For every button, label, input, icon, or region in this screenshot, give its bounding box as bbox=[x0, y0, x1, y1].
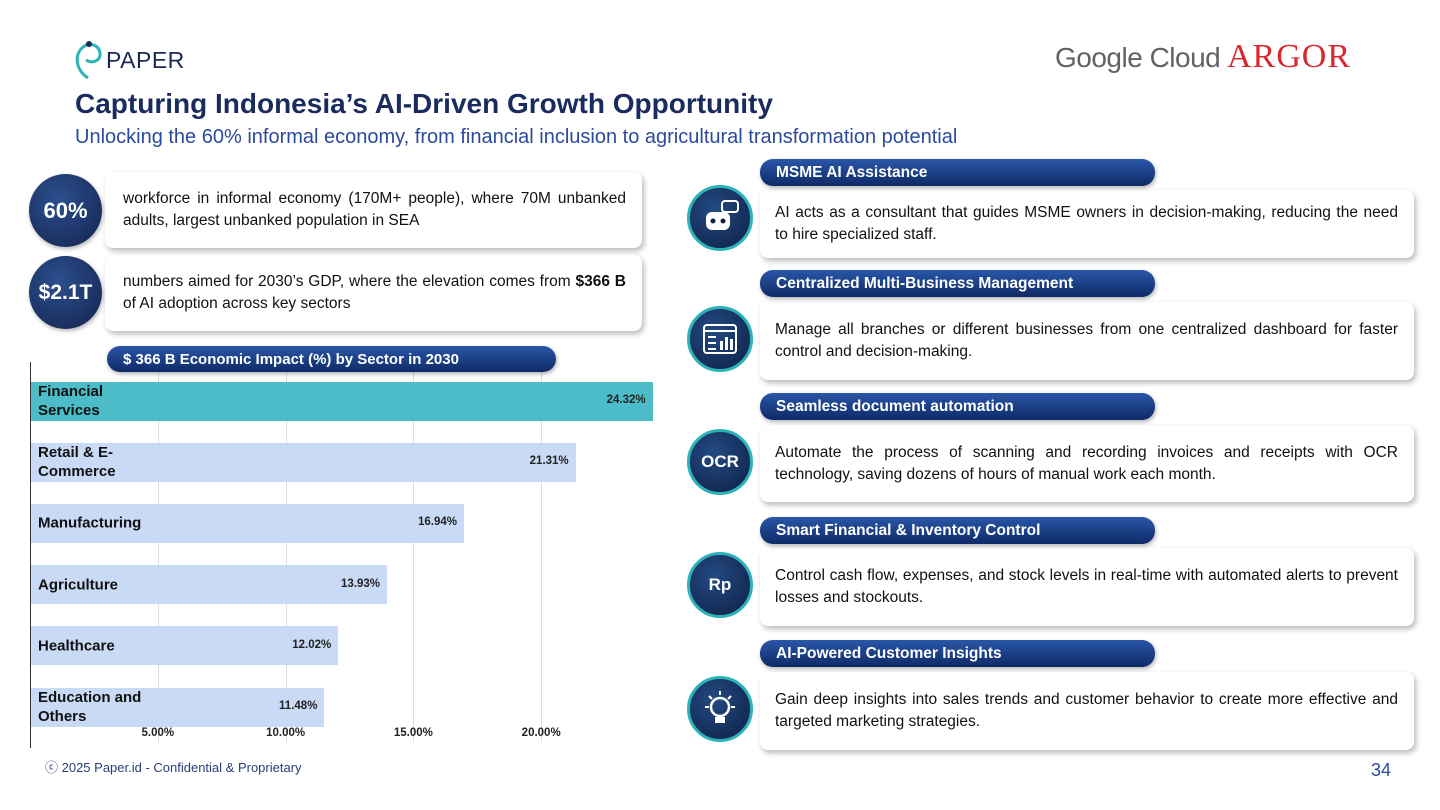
feature-card: Manage all branches or different busines… bbox=[760, 302, 1414, 380]
value-label: 24.32% bbox=[606, 394, 646, 406]
subtitle: Unlocking the 60% informal economy, from… bbox=[75, 126, 958, 148]
stat-card: numbers aimed for 2030’s GDP, where the … bbox=[105, 255, 642, 331]
footer: ⓒ 2025 Paper.id - Confidential & Proprie… bbox=[45, 760, 302, 775]
stat-text: workforce in informal economy (170M+ peo… bbox=[123, 190, 626, 229]
feature-card: Gain deep insights into sales trends and… bbox=[760, 672, 1414, 750]
feature-icon: Rp bbox=[687, 552, 753, 618]
page-number: 34 bbox=[1371, 760, 1392, 780]
grid-line bbox=[413, 362, 415, 742]
feature-text: Gain deep insights into sales trends and… bbox=[775, 691, 1398, 730]
bar bbox=[31, 503, 464, 543]
feature-icon bbox=[687, 676, 753, 742]
value-label: 21.31% bbox=[529, 455, 569, 468]
stat-card: workforce in informal economy (170M+ peo… bbox=[105, 172, 642, 248]
text: numbers aimed for 2030’s GDP, where the … bbox=[123, 273, 576, 290]
feature-text: Control cash flow, expenses, and stock l… bbox=[775, 567, 1398, 606]
value-label: 11.48% bbox=[279, 700, 318, 712]
chart: 5.00% 10.00% 15.00% 20.00% 24.32% Financial S… bbox=[0, 0, 700, 760]
feature-text: Manage all branches or different busines… bbox=[775, 321, 1398, 360]
value-label: 12.02% bbox=[292, 638, 332, 651]
partner-logo: Google Cloud bbox=[1055, 42, 1221, 73]
category-label: Manufacturing bbox=[38, 514, 142, 532]
logo-mark bbox=[75, 41, 102, 80]
feature-heading: Smart Financial & Inventory Control bbox=[760, 517, 1155, 544]
feature-text: Automate the process of scanning and rec… bbox=[775, 443, 1398, 483]
category-label: Financial Services bbox=[38, 383, 104, 419]
category-label: Healthcare bbox=[38, 637, 115, 655]
value-label: 16.94% bbox=[417, 516, 457, 529]
feature-heading: AI-Powered Customer Insights bbox=[760, 640, 1155, 667]
bar bbox=[31, 442, 576, 482]
feature-card: AI acts as a consultant that guides MSME… bbox=[760, 190, 1414, 258]
feature-heading: Centralized Multi-Business Management bbox=[760, 270, 1155, 297]
feature-icon: OCR bbox=[687, 428, 753, 495]
chart-title: $ 366 B Economic Impact (%) by Sector in… bbox=[107, 346, 556, 372]
feature-heading: MSME AI Assistance bbox=[760, 159, 1155, 186]
axis-line bbox=[30, 362, 31, 748]
x-tick-label: 10.00% bbox=[266, 727, 306, 739]
feature-text: AI acts as a consultant that guides MSME… bbox=[775, 204, 1398, 243]
category-label: Retail & E-Commerce bbox=[38, 444, 116, 481]
x-tick-label: 15.00% bbox=[393, 727, 433, 739]
stat-text: numbers aimed for 2030’s GDP, where the … bbox=[123, 271, 626, 315]
text: of AI adoption across key sectors bbox=[123, 295, 351, 312]
feature-card: Automate the process of scanning and rec… bbox=[760, 425, 1414, 502]
grid-line bbox=[157, 362, 159, 742]
stat-badge: $2.1T bbox=[29, 256, 102, 329]
category-label: Agriculture bbox=[38, 576, 119, 594]
x-tick-label: 5.00% bbox=[141, 727, 175, 739]
feature-icon bbox=[687, 306, 753, 372]
title: Capturing Indonesia’s AI-Driven Growth O… bbox=[75, 88, 773, 119]
value-label: 13.93% bbox=[341, 577, 381, 590]
logo: PAPER bbox=[106, 47, 185, 73]
feature-heading: Seamless document automation bbox=[760, 393, 1155, 420]
grid-line bbox=[541, 362, 543, 742]
bar bbox=[31, 626, 339, 666]
partner-logo: ARGOR bbox=[1227, 38, 1352, 75]
x-tick-label: 20.00% bbox=[521, 727, 561, 739]
bar bbox=[31, 381, 653, 421]
bar bbox=[31, 687, 325, 727]
grid-line bbox=[285, 362, 287, 742]
category-label: Education and Others bbox=[38, 689, 142, 725]
stat-badge: 60% bbox=[29, 174, 102, 247]
bar bbox=[31, 565, 388, 605]
feature-card: Control cash flow, expenses, and stock l… bbox=[760, 548, 1414, 626]
text-bold: $366 B bbox=[575, 273, 627, 290]
feature-icon bbox=[687, 185, 753, 251]
